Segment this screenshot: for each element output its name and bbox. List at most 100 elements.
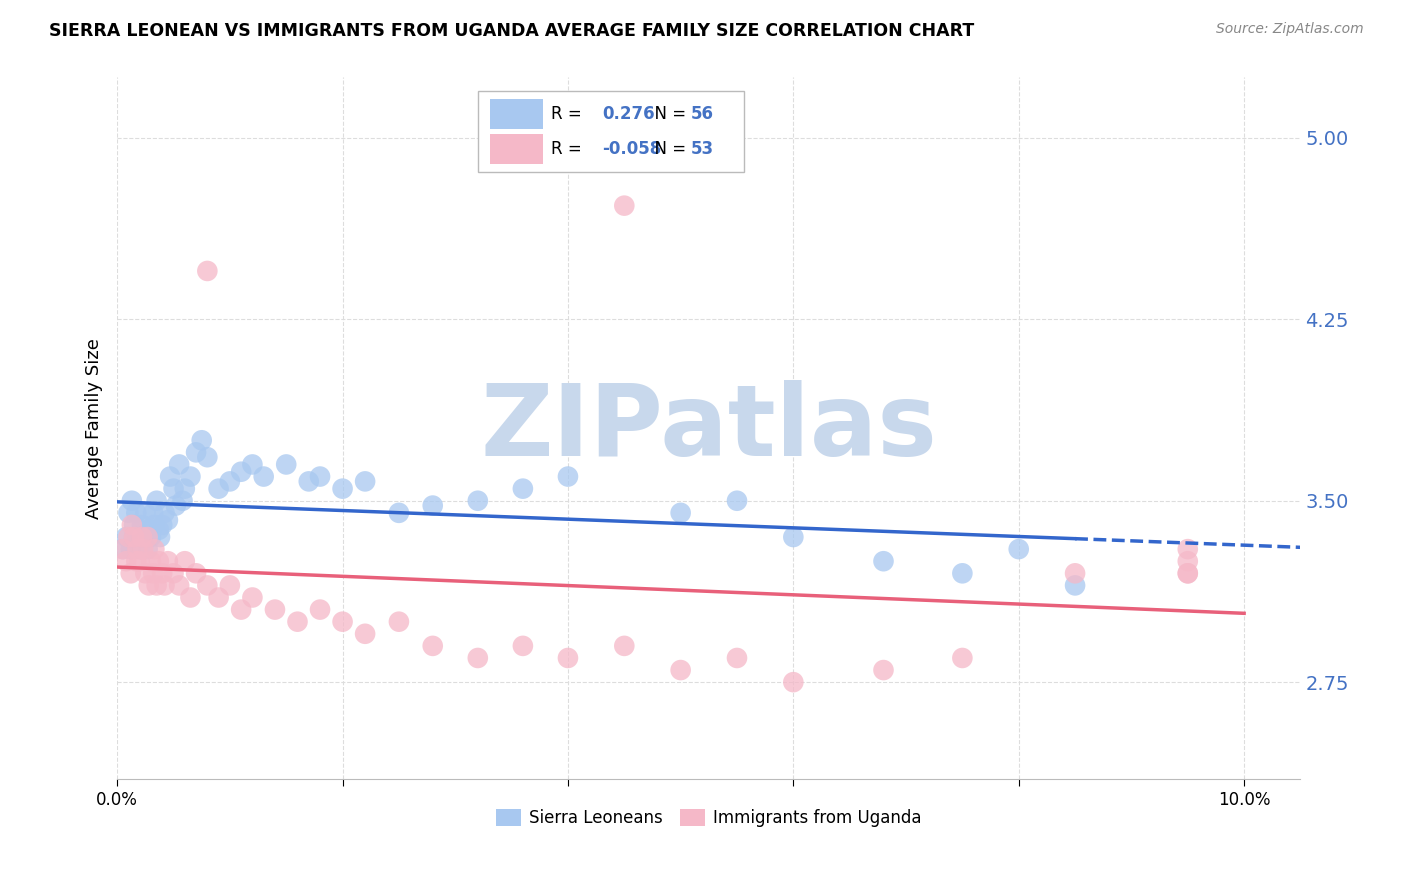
Point (143, 542, 166, 557)
Point (388, 615, 411, 629)
Point (309, 602, 332, 616)
Point (287, 615, 309, 629)
Point (149, 530, 172, 544)
Point (219, 475, 242, 489)
Point (354, 627, 377, 641)
Legend: Sierra Leoneans, Immigrants from Uganda: Sierra Leoneans, Immigrants from Uganda (489, 802, 928, 834)
Point (150, 517, 173, 532)
Point (122, 530, 145, 544)
Text: N =: N = (644, 105, 692, 123)
Point (138, 523, 160, 537)
Point (388, 506, 411, 520)
Point (136, 530, 159, 544)
Point (150, 566, 173, 581)
Point (1064, 566, 1087, 581)
Point (142, 506, 165, 520)
FancyBboxPatch shape (489, 135, 543, 164)
Point (128, 542, 150, 557)
Point (179, 591, 201, 605)
Point (136, 542, 159, 557)
Point (184, 445, 207, 459)
Point (132, 530, 155, 544)
Y-axis label: Average Family Size: Average Family Size (86, 338, 103, 518)
Point (298, 475, 321, 489)
Point (1177, 566, 1199, 581)
Point (139, 530, 162, 544)
Point (131, 517, 153, 532)
Point (115, 530, 138, 544)
Point (1177, 566, 1199, 581)
Point (207, 591, 229, 605)
Text: 53: 53 (692, 140, 714, 158)
Text: SIERRA LEONEAN VS IMMIGRANTS FROM UGANDA AVERAGE FAMILY SIZE CORRELATION CHART: SIERRA LEONEAN VS IMMIGRANTS FROM UGANDA… (49, 22, 974, 40)
Point (156, 554, 179, 568)
Text: ZIPatlas: ZIPatlas (481, 380, 938, 476)
Point (145, 578, 167, 592)
Text: 56: 56 (692, 105, 714, 123)
Point (512, 482, 534, 496)
Point (332, 482, 354, 496)
Point (242, 591, 264, 605)
Point (138, 578, 160, 592)
Point (219, 578, 242, 592)
Point (125, 506, 148, 520)
Point (122, 530, 145, 544)
Point (512, 639, 534, 653)
FancyBboxPatch shape (489, 99, 543, 128)
Point (231, 465, 253, 479)
Text: -0.058: -0.058 (602, 140, 662, 158)
Point (872, 663, 894, 677)
Point (121, 493, 143, 508)
Point (167, 578, 190, 592)
Point (184, 566, 207, 581)
Point (190, 434, 212, 448)
Point (120, 542, 142, 557)
Point (111, 542, 134, 557)
Point (264, 602, 287, 616)
FancyBboxPatch shape (478, 92, 744, 172)
Point (207, 482, 229, 496)
Point (143, 517, 166, 532)
Point (613, 199, 636, 213)
Point (782, 530, 804, 544)
Point (117, 506, 139, 520)
Point (950, 566, 973, 581)
Point (173, 554, 195, 568)
Point (276, 458, 298, 472)
Point (125, 554, 148, 568)
Point (309, 469, 332, 483)
Point (115, 554, 138, 568)
Point (134, 566, 156, 581)
Point (111, 542, 134, 557)
Text: Source: ZipAtlas.com: Source: ZipAtlas.com (1216, 22, 1364, 37)
Point (173, 482, 195, 496)
Point (231, 602, 253, 616)
Point (1008, 542, 1031, 557)
Point (139, 554, 162, 568)
Text: 0.276: 0.276 (602, 105, 655, 123)
Point (165, 499, 187, 513)
Point (669, 663, 692, 677)
Point (557, 651, 579, 665)
Point (872, 554, 894, 568)
Point (725, 651, 748, 665)
Point (120, 566, 142, 581)
Text: N =: N = (644, 140, 692, 158)
Point (172, 493, 194, 508)
Point (145, 493, 167, 508)
Point (148, 554, 170, 568)
Point (153, 578, 176, 592)
Point (156, 513, 179, 527)
Point (167, 458, 190, 472)
Point (422, 499, 444, 513)
Point (132, 542, 155, 557)
Point (195, 264, 218, 278)
Point (195, 578, 218, 592)
Point (117, 530, 139, 544)
Point (142, 566, 165, 581)
Point (127, 542, 149, 557)
Point (122, 517, 145, 532)
Text: R =: R = (551, 140, 588, 158)
Point (557, 469, 579, 483)
Point (131, 530, 153, 544)
